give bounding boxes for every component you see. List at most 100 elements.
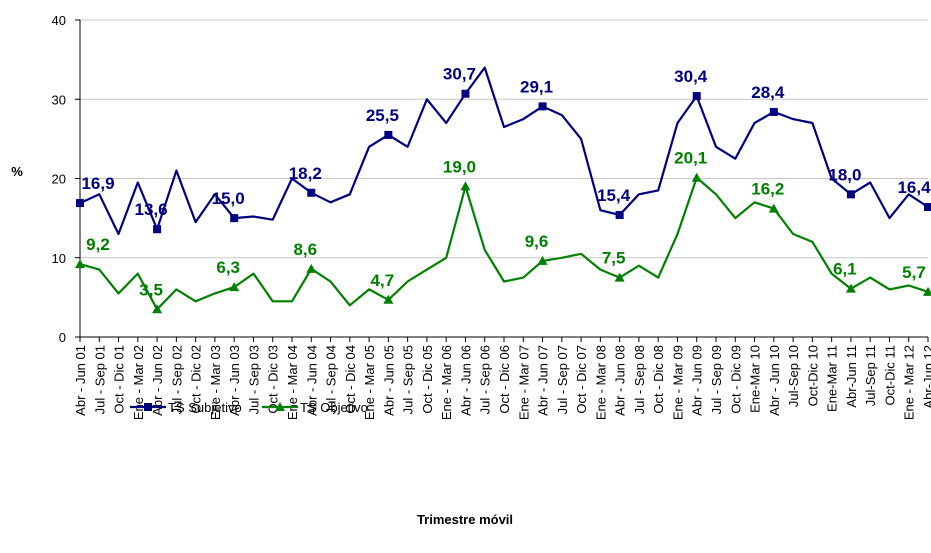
data-label: 19,0 [443,157,476,176]
x-tick-label: Oct-Dic 10 [805,345,820,406]
data-label: 30,7 [443,65,476,84]
x-tick-label: Ene - Mar 04 [285,345,300,420]
data-label: 28,4 [751,83,785,102]
series-line [79,176,929,311]
marker [538,102,547,111]
data-label: 13,6 [135,200,168,219]
x-tick-label: Jul-Sep 10 [786,345,801,407]
marker [692,92,701,101]
x-tick-label: Ene - Mar 07 [516,345,531,420]
x-tick-label: Abr - Jun 08 [613,345,628,416]
data-label: 18,2 [289,164,322,183]
data-label: 6,3 [216,258,240,277]
x-tick-label: Oct - Dic 07 [574,345,589,414]
x-tick-label: Abr-Jun 12 [921,345,931,409]
y-tick-label: 30 [52,92,66,107]
x-tick-label: Ene - Mar 08 [593,345,608,420]
x-tick-label: Ene - Mar 02 [131,345,146,420]
x-tick-label: Jul - Sep 02 [169,345,184,414]
x-tick-label: Ene - Mar 09 [670,345,685,420]
marker [383,294,394,304]
data-label: 16,2 [751,180,784,199]
series-line [79,66,929,236]
marker [845,283,856,293]
x-tick-label: Jul-Sep 11 [863,345,878,406]
legend-label: TS Subjetivo [168,400,242,415]
x-axis-title: Trimestre móvil [417,512,513,527]
data-label: 25,5 [366,106,399,125]
x-tick-label: Oct - Dic 06 [497,345,512,414]
marker [229,282,240,292]
x-tick-label: Ene - Mar 03 [208,345,223,420]
x-tick-label: Jul - Sep 09 [709,345,724,414]
data-label: 9,6 [525,232,549,251]
marker [460,181,471,191]
x-tick-label: Abr - Jun 01 [73,345,88,416]
x-tick-label: Oct - Dic 01 [112,345,127,414]
marker [537,255,548,265]
x-tick-label: Abr - Jun 07 [536,345,551,416]
y-axis-title: % [11,164,23,179]
legend-label: TS Objetivo [300,400,368,415]
marker [275,402,285,411]
marker [769,107,778,116]
x-tick-label: Ene - Mar 12 [902,345,917,420]
marker [614,272,625,282]
x-tick-label: Abr - Jun 06 [458,345,473,416]
marker [153,225,162,234]
marker [152,304,163,314]
y-tick-label: 20 [52,172,66,187]
marker [691,172,702,182]
y-tick-label: 0 [59,330,66,345]
x-tick-label: Ene - Mar 05 [362,345,377,420]
data-label: 6,1 [833,260,857,279]
x-tick-label: Jul - Sep 08 [632,345,647,414]
x-tick-label: Abr - Jun 10 [767,345,782,416]
y-tick-label: 10 [52,251,66,266]
marker [846,190,855,199]
marker [76,199,84,208]
x-tick-label: Jul - Sep 06 [478,345,493,414]
data-label: 16,4 [897,178,931,197]
x-tick-label: Ene-Mar 11 [825,345,840,412]
marker [924,203,931,212]
x-tick-label: Oct-Dic 11 [882,345,897,405]
x-tick-label: Jul - Sep 01 [92,345,107,414]
x-tick-label: Oct - Dic 09 [728,345,743,414]
data-label: 4,7 [371,271,395,290]
x-tick-label: Abr - Jun 03 [227,345,242,416]
data-label: 3,5 [139,280,163,299]
marker [144,403,152,411]
data-label: 15,0 [212,189,245,208]
x-tick-label: Oct - Dic 08 [651,345,666,414]
x-tick-label: Jul - Sep 05 [401,345,416,414]
x-tick-label: Abr - Jun 04 [304,345,319,416]
data-label: 7,5 [602,249,626,268]
data-label: 29,1 [520,77,553,96]
x-tick-label: Oct - Dic 03 [266,345,281,414]
x-tick-label: Abr - Jun 02 [150,345,165,416]
data-label: 16,9 [81,174,114,193]
x-tick-label: Oct - Dic 04 [343,345,358,414]
data-label: 20,1 [674,149,707,168]
x-tick-label: Abr-Jun 11 [844,345,859,408]
x-tick-label: Oct - Dic 02 [189,345,204,414]
x-tick-label: Ene-Mar 10 [748,345,763,413]
data-label: 9,2 [86,235,110,254]
x-tick-label: Jul - Sep 04 [324,345,339,414]
marker [384,130,393,139]
marker [461,89,470,98]
marker [615,210,624,219]
marker [75,259,85,269]
data-label: 8,6 [293,240,317,259]
x-tick-label: Abr - Jun 05 [381,345,396,416]
x-tick-label: Oct - Dic 05 [420,345,435,414]
marker [768,203,779,213]
data-label: 30,4 [674,67,708,86]
y-tick-label: 40 [52,13,66,28]
data-label: 18,0 [828,165,861,184]
marker [230,214,239,223]
x-tick-label: Abr - Jun 09 [690,345,705,416]
data-label: 15,4 [597,186,631,205]
